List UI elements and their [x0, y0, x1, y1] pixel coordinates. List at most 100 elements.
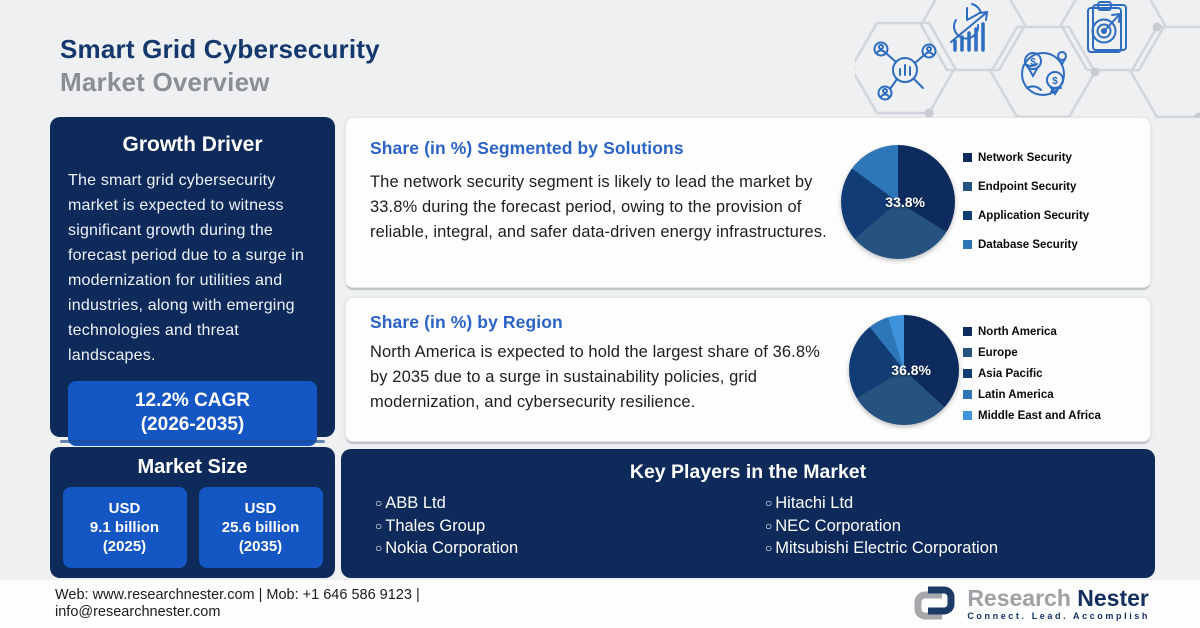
key-players-column-1: ○ ABB Ltd ○ Thales Group ○ Nokia Corporation	[375, 493, 518, 561]
global-market-icon: $ $	[1021, 51, 1067, 96]
bullet-icon: ○	[375, 496, 383, 510]
bullet-icon: ○	[375, 518, 383, 533]
legend-item: North America	[963, 326, 1101, 339]
hexagon-decoration: $ $	[855, 0, 1200, 118]
bullet-icon: ○	[765, 496, 773, 510]
brand-name-research: Research	[967, 585, 1071, 611]
legend-label: Asia Pacific	[978, 368, 1043, 380]
region-card-title: Share (in %) by Region	[370, 312, 563, 332]
legend-item: Application Security	[963, 210, 1089, 223]
footer: Web: www.researchnester.com | Mob: +1 64…	[0, 580, 1200, 628]
brand-name: Research Nester	[967, 585, 1150, 611]
contact-info: Web: www.researchnester.com | Mob: +1 64…	[55, 587, 420, 622]
brand-tagline: Connect. Lead. Accomplish	[967, 611, 1150, 621]
legend-marker	[963, 153, 972, 162]
svg-text:$: $	[1030, 57, 1036, 68]
market-size-2025: USD 9.1 billion (2025)	[62, 487, 187, 568]
pie-value-label: 33.8%	[885, 194, 925, 210]
target-clipboard-icon	[1087, 1, 1127, 53]
legend-label: Latin America	[978, 389, 1054, 401]
legend-label: Endpoint Security	[978, 181, 1077, 193]
legend-marker	[963, 411, 972, 420]
key-players-title: Key Players in the Market	[629, 461, 867, 483]
research-nester-logo: Research Nester Connect. Lead. Accomplis…	[908, 586, 1150, 622]
key-players-panel: Key Players in the Market ○ ABB Ltd ○ Thale…	[341, 449, 1155, 584]
legend-marker	[963, 348, 972, 357]
legend-item: Database Security	[963, 239, 1089, 252]
key-player-name: Hitachi Ltd	[775, 494, 854, 512]
key-player-item: ○ ABB Ltd	[375, 493, 518, 516]
key-player-item: ○ NEC Corporation	[765, 516, 998, 539]
legend-item: Latin America	[963, 389, 1101, 402]
cagr-value: 12.2% CAGR	[134, 390, 251, 411]
key-player-item: ○ Mitsubishi Electric Corporation	[765, 538, 998, 561]
solutions-card: Share (in %) Segmented by Solutions The …	[345, 117, 1151, 288]
legend-item: Endpoint Security	[963, 181, 1089, 194]
brand-icon	[914, 586, 955, 620]
solutions-card-text: The network security segment is likely t…	[370, 173, 827, 241]
region-card-text: North America is expected to hold the la…	[370, 343, 820, 411]
market-size-boxes: USD 9.1 billion (2025) USD 25.6 billion …	[60, 487, 325, 568]
legend-item: Middle East and Africa	[963, 410, 1101, 423]
legend-marker	[963, 369, 972, 378]
contact-line1: Web: www.researchnester.com | Mob: +1 64…	[55, 586, 420, 603]
solutions-card-title: Share (in %) Segmented by Solutions	[370, 138, 684, 158]
key-player-name: Mitsubishi Electric Corporation	[775, 539, 999, 557]
key-player-item: ○ Thales Group	[375, 516, 518, 539]
year-label: (2035)	[238, 538, 283, 555]
market-size-2035: USD 25.6 billion (2035)	[198, 487, 323, 568]
region-legend: North America Europe Asia Pacific Latin Ame…	[963, 326, 1101, 431]
svg-text:$: $	[1052, 76, 1058, 87]
key-player-item: ○ Hitachi Ltd	[765, 493, 998, 516]
legend-marker	[963, 211, 972, 220]
legend-item: Asia Pacific	[963, 368, 1101, 381]
solutions-legend: Network Security Endpoint Security Applica…	[963, 152, 1089, 268]
growth-chart-icon	[950, 3, 989, 52]
pie-value-label: 36.8%	[891, 362, 931, 378]
currency-label: USD	[108, 500, 141, 517]
key-player-name: ABB Ltd	[385, 494, 446, 512]
page-title-line2: Market Overview	[60, 67, 270, 97]
legend-label: Network Security	[978, 152, 1072, 164]
brand-text: Research Nester Connect. Lead. Accomplis…	[967, 585, 1150, 622]
bullet-icon: ○	[765, 541, 773, 555]
currency-label: USD	[244, 500, 277, 517]
brand-name-nester: Nester	[1077, 585, 1149, 611]
legend-label: Middle East and Africa	[978, 410, 1101, 422]
legend-label: Europe	[978, 347, 1018, 359]
cagr-period: (2026-2035)	[140, 414, 245, 435]
growth-driver-title: Growth Driver	[122, 133, 263, 156]
year-label: (2025)	[102, 538, 147, 555]
market-size-panel: Market Size USD 9.1 billion (2025) USD 2…	[50, 447, 335, 584]
value-label: 25.6 billion	[221, 519, 300, 536]
page-title-line1: Smart Grid Cybersecurity	[60, 34, 380, 64]
value-label: 9.1 billion	[89, 519, 160, 536]
key-players-column-2: ○ Hitachi Ltd ○ NEC Corporation ○ Mitsubishi …	[765, 493, 998, 561]
contact-line2: info@researchnester.com	[55, 604, 221, 620]
cagr-badge: 12.2% CAGR (2026-2035)	[68, 381, 317, 446]
bullet-icon: ○	[765, 518, 773, 533]
growth-driver-text: The smart grid cybersecurity market is e…	[68, 172, 305, 364]
region-pie-chart: 36.8%	[849, 315, 959, 425]
solutions-pie-chart: 33.8%	[841, 145, 955, 259]
growth-driver-panel: Growth Driver The smart grid cybersecuri…	[50, 117, 335, 446]
region-card: Share (in %) by Region North America is …	[345, 297, 1151, 442]
legend-label: Database Security	[978, 239, 1078, 251]
legend-item: Europe	[963, 347, 1101, 360]
market-research-icon	[873, 41, 937, 101]
page-title: Smart Grid Cybersecurity Market Overview	[60, 34, 380, 98]
hexagon-node-dots	[855, 22, 1200, 118]
key-player-name: NEC Corporation	[775, 516, 901, 535]
bullet-icon: ○	[375, 541, 383, 555]
legend-marker	[963, 182, 972, 191]
market-size-title: Market Size	[137, 456, 248, 478]
legend-item: Network Security	[963, 152, 1089, 165]
legend-marker	[963, 327, 972, 336]
key-player-item: ○ Nokia Corporation	[375, 538, 518, 561]
legend-marker	[963, 240, 972, 249]
key-player-name: Nokia Corporation	[385, 539, 519, 557]
key-player-name: Thales Group	[385, 516, 486, 535]
legend-label: North America	[978, 326, 1057, 338]
legend-marker	[963, 390, 972, 399]
